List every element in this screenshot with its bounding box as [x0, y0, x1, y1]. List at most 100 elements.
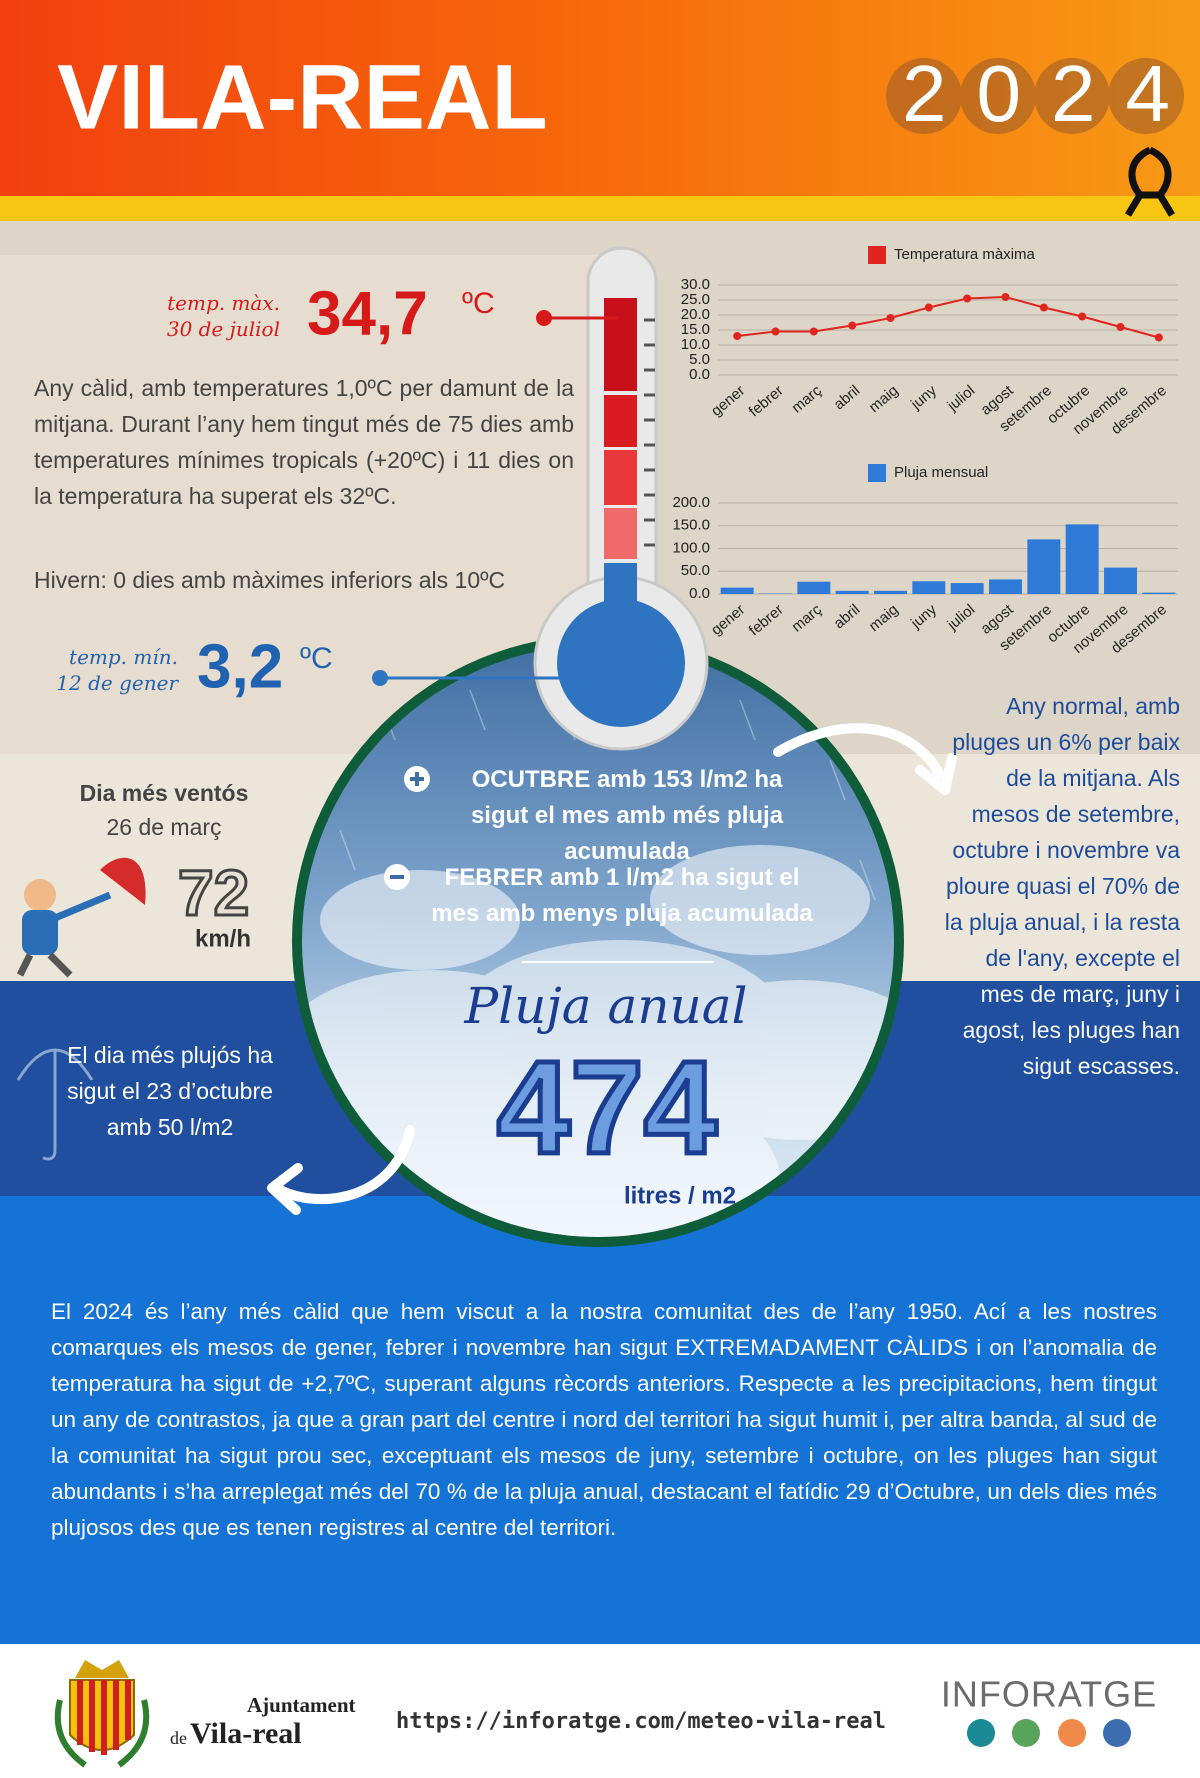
point: [886, 314, 895, 322]
summary: El 2024 és l’any més càlid que hem viscu…: [51, 1299, 1157, 1540]
x-tick-label: juny: [907, 601, 940, 633]
wettest-day: El dia més plujós ha sigut el 23 d’octub…: [67, 1042, 273, 1140]
year: 2024: [902, 49, 1200, 138]
x-tick-label: juliol: [944, 601, 979, 634]
annual-label: Pluja anual: [463, 977, 747, 1035]
line: [737, 295, 1160, 339]
arrow: [773, 723, 945, 780]
legend-label: Pluja mensual: [894, 464, 988, 481]
point: [1001, 293, 1010, 301]
x-tick-label: maig: [866, 601, 902, 635]
x-tick-label: abril: [831, 601, 864, 632]
thermo-segment: [604, 395, 637, 447]
plus-sign: [410, 772, 424, 786]
arrow-head: [267, 1163, 303, 1215]
max-value: 34,7: [307, 279, 428, 348]
x-tick-label: febrer: [746, 601, 787, 639]
thermo-segment: [604, 298, 637, 391]
x-tick-label: juny: [907, 382, 940, 414]
point: [1039, 303, 1048, 312]
x-tick-label: maig: [866, 382, 902, 416]
max-pointer-dot: [536, 310, 552, 326]
bar: [1104, 567, 1137, 594]
max-label: temp. màx.: [167, 291, 280, 315]
bar: [912, 581, 946, 594]
bar: [1065, 524, 1099, 594]
x-tick-label: març: [788, 382, 825, 417]
temp-text: Any càlid, amb temperatures 1,0ºC per da…: [34, 375, 574, 509]
arrow: [275, 1125, 415, 1205]
umbrella-icon: [16, 1048, 94, 1161]
min-date: 12 de gener: [56, 671, 178, 695]
point: [848, 321, 857, 330]
point: [733, 332, 742, 340]
y-tick-label: 200.0: [672, 494, 710, 511]
bar: [1027, 539, 1061, 594]
arrow-head: [915, 753, 957, 795]
winter-text: Hivern: 0 dies amb màximes inferiors als…: [34, 567, 506, 593]
annual-unit: litres / m2: [624, 1182, 736, 1209]
min-month: FEBRER amb 1 l/m2 ha sigut el mes amb me…: [431, 864, 813, 927]
wind-value: 72: [178, 857, 249, 929]
footer-band: [0, 1644, 1200, 1778]
brand-icons: [967, 1719, 1131, 1747]
page-title: VILA-REAL: [57, 46, 548, 148]
x-tick-label: gener: [708, 382, 748, 420]
max-unit: ºC: [462, 287, 495, 320]
min-pointer-dot: [372, 670, 388, 686]
min-unit: ºC: [300, 642, 333, 675]
x-tick-label: abril: [831, 382, 864, 413]
max-label-block: temp. màx. 30 de juliol: [150, 290, 280, 342]
wind-figure: [16, 857, 146, 978]
point: [771, 327, 780, 336]
wind-date: 26 de març: [106, 814, 222, 840]
org-line1: Ajuntament: [247, 1693, 356, 1717]
y-tick-label: 25.0: [681, 291, 710, 308]
y-tick-label: 10.0: [681, 336, 710, 353]
y-tick-label: 5.0: [689, 351, 710, 368]
min-value: 3,2: [197, 632, 283, 701]
brand: INFORATGE: [941, 1674, 1157, 1715]
yellow-stripe: [0, 196, 1200, 221]
thermo-bulb-fill: [557, 599, 685, 727]
thermo-segment: [604, 508, 637, 559]
x-tick-label: març: [788, 601, 825, 636]
thermo-segment: [604, 450, 637, 505]
annual-value: 474: [497, 1034, 717, 1181]
x-tick-label: gener: [708, 601, 748, 639]
y-tick-label: 20.0: [681, 306, 710, 323]
bar: [797, 581, 831, 594]
bar: [874, 590, 907, 594]
max-date: 30 de juliol: [166, 317, 280, 341]
y-tick-label: 100.0: [672, 539, 710, 556]
thermo-ticks: [644, 318, 655, 547]
mourning-ribbon: [1124, 146, 1176, 217]
org-line2: Vila-real: [190, 1717, 302, 1750]
point: [1116, 323, 1125, 331]
url[interactable]: https://inforatge.com/meteo-vila-real: [396, 1709, 886, 1734]
min-label-block: temp. mín. 12 de gener: [40, 644, 178, 696]
bar: [720, 587, 754, 594]
point: [1078, 312, 1087, 321]
legend-label: Temperatura màxima: [894, 246, 1036, 263]
y-tick-label: 150.0: [672, 517, 710, 534]
blue-band: [0, 1196, 1200, 1644]
x-tick-label: juliol: [944, 382, 979, 415]
legend-swatch: [868, 464, 886, 482]
bar: [835, 590, 869, 594]
rain-text: Any normal, amb pluges un 6% per baix de…: [940, 688, 1180, 1084]
wind-title: Dia més ventós: [79, 780, 249, 806]
y-tick-label: 30.0: [681, 276, 710, 293]
wind-unit: km/h: [195, 925, 251, 952]
year-circles: [886, 58, 1184, 134]
crest: [54, 1660, 150, 1768]
y-tick-label: 0.0: [689, 366, 710, 383]
y-tick-label: 50.0: [681, 562, 710, 579]
bar: [950, 583, 984, 594]
point: [963, 294, 972, 303]
point: [809, 327, 818, 336]
legend-swatch: [868, 246, 886, 264]
